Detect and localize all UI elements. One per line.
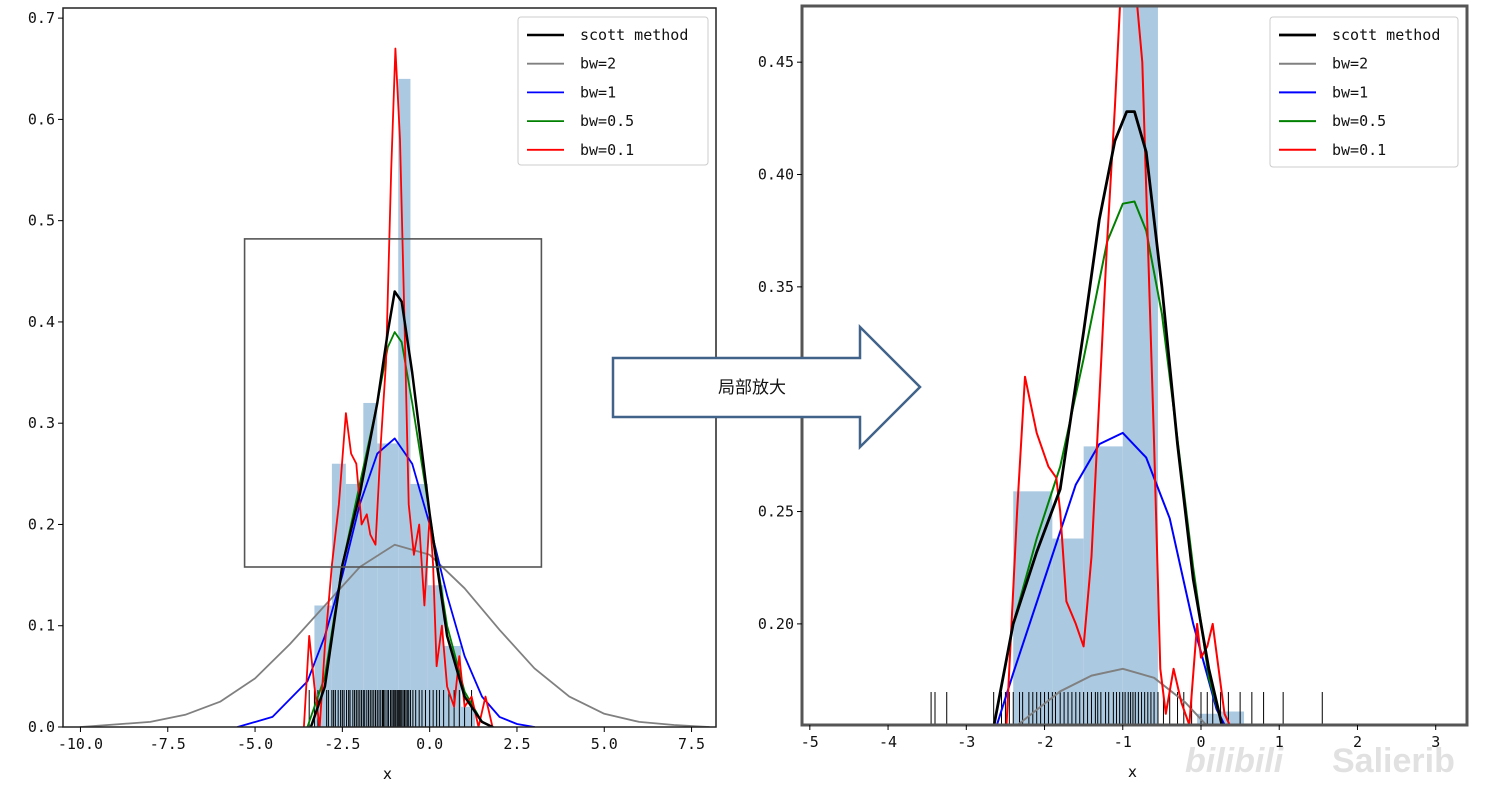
y-tick-label: 0.7 (28, 9, 55, 27)
legend-label: bw=0.5 (1332, 112, 1386, 130)
histogram-bar (398, 78, 411, 727)
x-tick-label: -3 (957, 733, 975, 751)
plot-area (79, 47, 710, 727)
kde-line-scott-method (992, 110, 1224, 725)
kde-line-bw-0-1 (1005, 6, 1231, 725)
y-tick-label: 0.3 (28, 414, 55, 432)
legend: scott method bw=2 bw=1 bw=0.5 bw=0.1 (1269, 16, 1459, 168)
kde-line-bw-0-1 (302, 47, 494, 727)
y-tick-label: 0.25 (758, 503, 794, 521)
legend-label: bw=2 (580, 55, 616, 73)
legend-label: bw=1 (1332, 83, 1368, 101)
histogram-bar (1122, 6, 1158, 725)
zoom-callout-arrow: 局部放大 (611, 323, 922, 451)
legend-label: bw=0.1 (580, 141, 634, 159)
x-tick-label: 3 (1431, 733, 1440, 751)
legend-label: bw=1 (580, 83, 616, 101)
kde-line-bw-1 (236, 437, 536, 727)
histogram-bar (1083, 446, 1123, 725)
y-tick-label: 0.35 (758, 278, 794, 296)
y-tick-label: 0.0 (28, 718, 55, 736)
legend-box (1269, 16, 1459, 168)
kde-line-bw-2 (79, 543, 710, 727)
callout-label: 局部放大 (718, 378, 786, 398)
y-tick-label: 0.20 (758, 615, 794, 633)
histogram-bar (377, 443, 399, 727)
x-tick-label: 1 (1275, 733, 1284, 751)
legend-box (517, 16, 709, 166)
kde-line-scott-method (309, 290, 494, 727)
histogram-bar (363, 402, 378, 727)
y-tick-label: 0.5 (28, 212, 55, 230)
histogram-bar (1220, 711, 1245, 725)
x-axis-label: x (383, 765, 392, 783)
legend-label: bw=0.5 (580, 112, 634, 130)
y-tick-label: 0.1 (28, 617, 55, 635)
arrow-shape (611, 323, 922, 451)
x-tick-label: -4 (879, 733, 897, 751)
x-axis-label: x (1128, 763, 1137, 781)
x-tick-label: -10.0 (58, 735, 103, 753)
chart-right-zoomed-view: -5-4-3-2-101230.200.250.300.350.400.45xs… (758, 4, 1469, 781)
x-tick-label: -2 (1035, 733, 1053, 751)
x-tick-label: -5 (801, 733, 819, 751)
x-tick-label: 0 (1196, 733, 1205, 751)
chart-left-full-view: -10.0 -7.5 -5.0 -2.5 0.0 2.5 5.0 7.5 0.0 0.1 0.2 0.… (28, 7, 717, 783)
legend-label: bw=2 (1332, 55, 1368, 73)
x-tick-label: -1 (1114, 733, 1132, 751)
x-tick-label: -5.0 (237, 735, 273, 753)
x-tick-label: 7.5 (678, 735, 705, 753)
plot-area (930, 6, 1323, 725)
histogram-bar (1197, 713, 1221, 725)
y-tick-label: 0.45 (758, 53, 794, 71)
watermark-text: Salierib (1332, 742, 1455, 780)
legend-label: scott method (580, 26, 688, 44)
x-tick-label: -2.5 (324, 735, 360, 753)
legend-label: bw=0.1 (1332, 141, 1386, 159)
legend: scott method bw=2 bw=1 bw=0.5 bw=0.1 (517, 16, 709, 166)
x-tick-label: 5.0 (591, 735, 618, 753)
x-tick-label: -7.5 (150, 735, 186, 753)
watermark-logo: bilibili (1185, 742, 1285, 780)
watermark: bilibili Salierib (1185, 742, 1455, 780)
x-tick-label: 2.5 (503, 735, 530, 753)
x-tick-label: 2 (1353, 733, 1362, 751)
y-tick-label: 0.2 (28, 515, 55, 533)
y-tick-label: 0.6 (28, 110, 55, 128)
y-tick-label: 0.40 (758, 166, 794, 184)
x-tick-label: 0.0 (416, 735, 443, 753)
zoom-region-box (243, 238, 543, 568)
legend-label: scott method (1332, 26, 1440, 44)
y-tick-label: 0.4 (28, 313, 55, 331)
